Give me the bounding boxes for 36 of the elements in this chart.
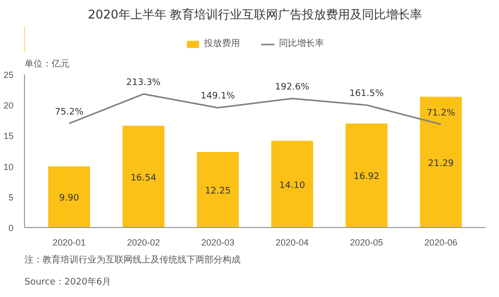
x-tick-label: 2020-05 [350,238,384,248]
legend-label: 同比增长率 [279,38,324,50]
data-label: 16.54 [130,173,157,184]
data-label: 9.90 [59,194,80,204]
y-tick-label: 10 [3,162,14,172]
data-label: 21.29 [428,158,454,169]
bar [346,123,388,228]
data-label: 75.2% [54,107,84,118]
bar [48,166,90,228]
bar [271,140,314,228]
bar [196,152,239,228]
y-tick-label: 20 [3,100,14,111]
data-label: 213.3% [126,78,162,88]
legend-label: 投放费用 [204,38,240,50]
source-note: Source：2020年6月 [24,276,112,288]
y-tick-label: 0 [8,223,14,233]
bar [122,126,164,228]
x-tick-label: 2020-04 [276,238,309,248]
data-label: 16.92 [354,172,380,182]
x-tick-label: 2020-01 [52,238,86,248]
data-label: 14.10 [279,180,306,191]
data-label: 192.6% [275,82,310,92]
y-tick-label: 25 [3,70,14,80]
x-tick-label: 2020-03 [201,238,234,248]
chart-title: 2020年上半年 教育培训行业互联网广告投放费用及同比增长率 [88,8,422,22]
text: 注：教育培训行业为互联网线上及传统线下两部分构成 [24,254,240,266]
y-tick-label: 15 [3,131,14,142]
data-label: 149.1% [200,92,236,102]
data-label: 161.5% [349,89,384,100]
y-tick-label: 5 [8,192,14,202]
x-tick-label: 2020-06 [424,238,458,248]
data-label: 71.2% [426,108,456,118]
x-tick-label: 2020-02 [126,238,160,248]
data-label: 12.25 [204,186,231,197]
bar [420,96,462,228]
y-axis-title: 单位：亿元 [24,58,70,70]
